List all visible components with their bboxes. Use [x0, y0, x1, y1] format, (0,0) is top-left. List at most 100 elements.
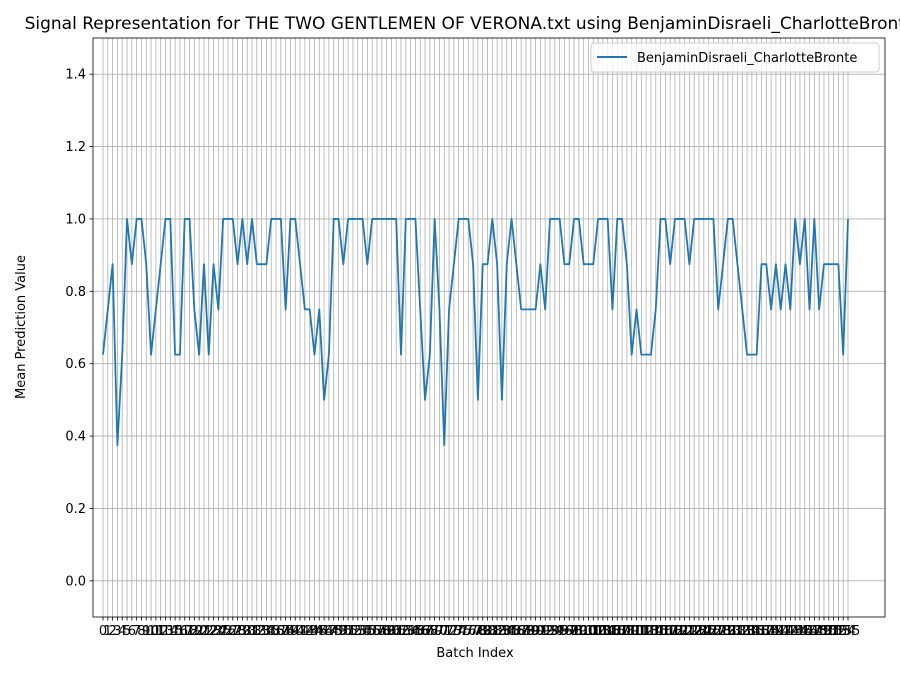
x-tick-label: 124	[687, 624, 712, 639]
x-tick-label: 13	[157, 624, 174, 639]
series-layer	[102, 218, 849, 447]
x-tick-label: 46	[316, 624, 333, 639]
y-tick-label: 0.4	[65, 430, 86, 445]
x-tick-label: 129	[711, 624, 736, 639]
x-tick-label: 104	[590, 624, 615, 639]
x-tick-label: 142	[773, 624, 798, 639]
x-tick-label: 33	[253, 624, 270, 639]
x-tick-label: 53	[349, 624, 366, 639]
x-tick-label: 65	[407, 624, 424, 639]
x-tick-label: 149	[807, 624, 832, 639]
x-tick-label: 145	[788, 624, 813, 639]
x-tick-label: 52	[345, 624, 362, 639]
x-tick-label: 121	[672, 624, 697, 639]
x-tick-label: 54	[354, 624, 371, 639]
series-line	[102, 218, 849, 447]
x-tick-label: 80	[479, 624, 496, 639]
x-tick-label: 56	[364, 624, 381, 639]
x-tick-label: 32	[249, 624, 266, 639]
x-tick-label: 76	[460, 624, 477, 639]
legend-label: BenjaminDisraeli_CharlotteBronte	[637, 51, 857, 66]
x-tick-label: 44	[306, 624, 323, 639]
x-tick-label: 110	[619, 624, 644, 639]
x-tick-label: 6	[128, 624, 136, 639]
x-tick-label: 140	[763, 624, 788, 639]
y-tick-label: 0.8	[65, 285, 86, 300]
x-tick-label: 23	[205, 624, 222, 639]
x-tick-label: 40	[287, 624, 304, 639]
x-tick-label: 147	[797, 624, 822, 639]
x-tick-label: 103	[586, 624, 611, 639]
x-tick-label: 130	[715, 624, 740, 639]
x-tick-label: 153	[826, 624, 851, 639]
x-tick-label: 57	[369, 624, 386, 639]
x-tick-label: 134	[735, 624, 760, 639]
x-tick-label: 143	[778, 624, 803, 639]
x-tick-label: 92	[537, 624, 554, 639]
x-tick-label: 105	[595, 624, 620, 639]
x-tick-label: 11	[148, 624, 165, 639]
x-tick-label: 71	[436, 624, 453, 639]
y-tick-label: 1.4	[65, 68, 86, 83]
x-tick-label: 131	[720, 624, 745, 639]
x-tick-label: 106	[600, 624, 625, 639]
y-tick-label: 0.0	[65, 574, 86, 589]
x-tick-label: 88	[518, 624, 535, 639]
x-tick-label: 29	[234, 624, 251, 639]
x-tick-label: 83	[494, 624, 511, 639]
x-tick-label: 139	[759, 624, 784, 639]
x-tick-label: 0	[99, 624, 107, 639]
x-tick-label: 150	[812, 624, 837, 639]
y-tick-label: 1.0	[65, 212, 86, 227]
x-tick-label: 98	[566, 624, 583, 639]
x-tick-label: 34	[258, 624, 275, 639]
x-tick-label: 112	[629, 624, 654, 639]
legend: BenjaminDisraeli_CharlotteBronte	[590, 42, 880, 73]
x-tick-label: 60	[383, 624, 400, 639]
x-tick-label: 43	[301, 624, 318, 639]
chart-title: Signal Representation for THE TWO GENTLE…	[25, 14, 900, 34]
x-tick-label: 35	[263, 624, 280, 639]
x-tick-label: 77	[465, 624, 482, 639]
x-tick-label: 41	[292, 624, 309, 639]
x-tick-label: 96	[556, 624, 573, 639]
x-tick-label: 55	[359, 624, 376, 639]
x-tick-label: 20	[191, 624, 208, 639]
x-tick-label: 36	[268, 624, 285, 639]
x-tick-label: 31	[244, 624, 261, 639]
x-tick-label: 15	[167, 624, 184, 639]
x-tick-label: 91	[532, 624, 549, 639]
legend-box	[590, 42, 880, 73]
x-tick-label: 16	[172, 624, 189, 639]
x-tick-label: 125	[691, 624, 716, 639]
grid-lines	[93, 38, 885, 617]
x-tick-label: 93	[542, 624, 559, 639]
x-tick-label: 113	[634, 624, 659, 639]
x-tick-label: 154	[831, 624, 856, 639]
x-tick-label: 7	[133, 624, 141, 639]
x-tick-label: 86	[508, 624, 525, 639]
x-axis-ticks: 0123456789101112131415161718192021222324…	[99, 617, 860, 639]
x-tick-label: 4	[118, 624, 126, 639]
x-tick-label: 120	[667, 624, 692, 639]
x-tick-label: 138	[754, 624, 779, 639]
x-tick-label: 14	[162, 624, 179, 639]
x-tick-label: 114	[639, 624, 664, 639]
x-tick-label: 45	[311, 624, 328, 639]
x-tick-label: 89	[523, 624, 540, 639]
x-tick-label: 70	[431, 624, 448, 639]
x-tick-label: 27	[225, 624, 242, 639]
x-tick-label: 84	[498, 624, 515, 639]
x-tick-label: 127	[701, 624, 726, 639]
x-tick-label: 19	[186, 624, 203, 639]
y-tick-label: 0.2	[65, 502, 86, 517]
x-tick-label: 107	[605, 624, 630, 639]
x-tick-label: 69	[426, 624, 443, 639]
x-tick-label: 101	[576, 624, 601, 639]
x-tick-label: 137	[749, 624, 774, 639]
x-tick-label: 133	[730, 624, 755, 639]
x-tick-label: 63	[398, 624, 415, 639]
x-tick-label: 59	[378, 624, 395, 639]
x-tick-label: 64	[402, 624, 419, 639]
